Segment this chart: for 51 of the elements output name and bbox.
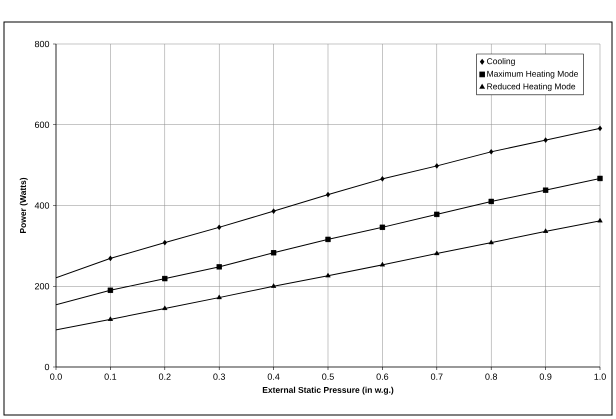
point: [108, 256, 113, 262]
point: [542, 228, 548, 233]
point: [108, 316, 114, 321]
y-tick-label: 800: [34, 40, 50, 48]
x-tick-label: 0.8: [485, 374, 498, 380]
point: [488, 198, 494, 204]
point: [597, 176, 603, 182]
point: [108, 288, 114, 293]
x-tick-label: 0.9: [540, 374, 552, 380]
x-tick-label: 1.0: [594, 374, 606, 380]
point: [162, 240, 167, 246]
point: [326, 192, 330, 198]
point: [597, 218, 603, 222]
point: [488, 240, 494, 244]
y-axis-title: Power (Watts): [20, 178, 28, 234]
x-tick-label: 0.4: [268, 374, 280, 380]
point: [271, 208, 276, 214]
point: [216, 264, 222, 270]
y-tick-label: 400: [34, 202, 50, 209]
legend-label: Reduced Heating Mode: [487, 83, 576, 92]
point: [217, 224, 222, 230]
x-tick-label: 0.7: [430, 374, 443, 380]
point: [325, 272, 331, 278]
x-tick-label: 0.1: [104, 374, 116, 380]
point: [598, 126, 602, 132]
point: [162, 276, 168, 282]
point: [162, 305, 168, 310]
x-tick-label: 0.5: [322, 374, 334, 380]
point: [380, 224, 386, 230]
point: [434, 250, 440, 256]
x-tick-label: 0.3: [213, 374, 226, 380]
legend-label: Cooling: [487, 58, 515, 66]
x-tick-label: 0.0: [50, 374, 62, 380]
point: [434, 163, 439, 169]
point: [270, 283, 276, 288]
point: [216, 294, 222, 300]
point: [489, 149, 494, 155]
point: [543, 137, 548, 143]
x-axis-title: External Static Pressure (in w.g.): [262, 386, 394, 395]
y-tick-label: 200: [34, 283, 50, 290]
point: [325, 236, 331, 242]
point: [380, 262, 386, 266]
x-tick-label: 0.6: [376, 374, 388, 380]
y-tick-label: 0: [44, 364, 50, 370]
legend-label: Maximum Heating Mode: [487, 70, 578, 78]
x-tick-label: 0.2: [158, 374, 171, 380]
point: [270, 250, 276, 256]
point: [542, 187, 548, 193]
point: [380, 176, 385, 182]
y-tick-label: 600: [34, 122, 50, 128]
point: [434, 212, 440, 218]
